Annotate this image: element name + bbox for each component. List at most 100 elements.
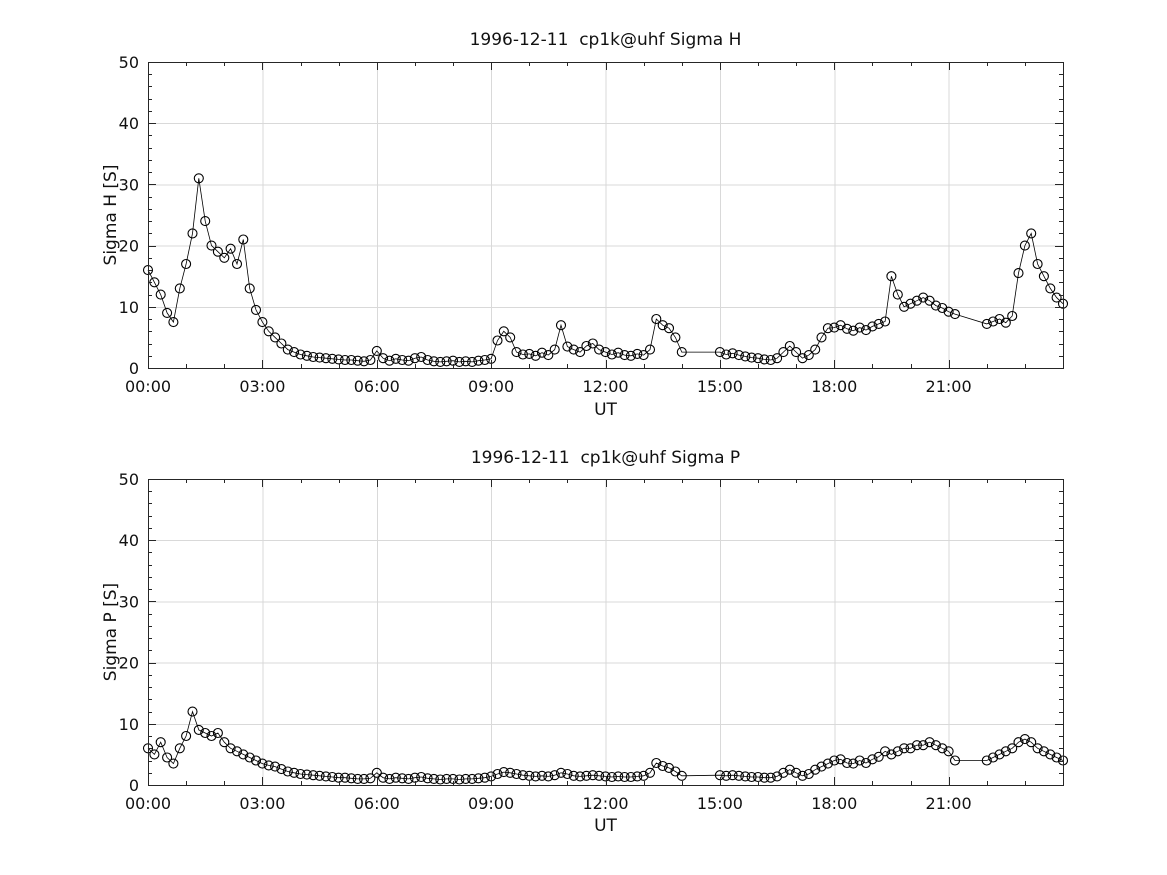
data-point	[841, 757, 853, 769]
data-point	[327, 353, 338, 364]
data-point	[822, 323, 833, 334]
data-point	[778, 347, 789, 358]
data-point	[244, 283, 255, 294]
data-point	[555, 767, 567, 778]
data-point	[587, 338, 598, 349]
data-point	[454, 356, 465, 367]
data-point	[327, 771, 338, 783]
data-point	[848, 758, 859, 769]
data-point	[231, 746, 243, 757]
data-point	[428, 773, 439, 784]
data-point	[676, 347, 687, 358]
data-point	[1038, 271, 1049, 282]
data-point	[797, 353, 808, 364]
data-point	[930, 740, 941, 751]
data-point	[619, 350, 630, 361]
y-tick-label: 50	[119, 53, 139, 72]
data-point	[378, 772, 389, 783]
data-point	[867, 754, 878, 765]
data-point	[619, 771, 630, 783]
data-point	[346, 773, 357, 784]
data-point	[740, 771, 751, 782]
data-point	[765, 772, 776, 783]
data-point	[797, 770, 808, 781]
y-tick-label: 40	[119, 531, 139, 550]
data-point	[606, 349, 617, 360]
data-point	[162, 752, 173, 763]
chart1-xlabel: UT	[594, 400, 617, 420]
data-point	[568, 344, 579, 355]
data-point	[733, 350, 744, 361]
data-point	[498, 326, 509, 337]
x-tick-label: 12:00	[582, 377, 628, 396]
data-point	[276, 764, 287, 775]
data-point	[270, 761, 281, 772]
data-point	[562, 341, 573, 352]
data-point	[536, 770, 548, 781]
data-point	[352, 355, 363, 366]
data-point	[365, 354, 376, 366]
data-point	[505, 767, 516, 778]
y-tick-label: 20	[119, 237, 139, 256]
data-point	[320, 353, 331, 364]
data-point	[600, 347, 611, 358]
data-point	[1038, 746, 1049, 757]
data-point	[994, 749, 1005, 760]
x-tick-label: 15:00	[697, 377, 743, 396]
data-point	[581, 340, 592, 352]
data-point	[1019, 734, 1030, 745]
data-point	[1026, 737, 1037, 748]
data-point	[320, 771, 331, 782]
data-point	[555, 320, 567, 331]
data-point	[899, 301, 910, 312]
data-point	[193, 724, 204, 735]
tick-labels: 00:00 03:00 06:00 09:00 12:00 15:00 18:00 21:00…	[119, 470, 972, 813]
data-point	[1000, 317, 1011, 328]
data-point	[721, 349, 732, 360]
data-point	[282, 766, 293, 777]
data-point	[339, 772, 351, 783]
data-point	[441, 356, 452, 367]
x-tick-label: 18:00	[811, 794, 857, 813]
y-tick-label: 30	[119, 592, 139, 611]
data-point	[492, 335, 503, 346]
data-point	[930, 300, 941, 311]
chart-1: 00:00 03:00 06:00 09:00 12:00 15:00 18:00 21:00…	[119, 53, 1069, 396]
data-point	[784, 340, 795, 352]
data-point	[670, 332, 681, 343]
data-point	[822, 758, 833, 769]
data-point	[727, 770, 738, 781]
data-point	[390, 353, 401, 364]
data-point	[549, 344, 560, 355]
data-point	[632, 348, 643, 359]
data-line	[147, 178, 1064, 363]
data-point	[365, 773, 376, 784]
data-point	[371, 345, 382, 356]
data-point	[219, 252, 230, 263]
data-point	[384, 355, 395, 366]
data-point	[435, 356, 446, 367]
data-point	[409, 772, 420, 783]
x-tick-label: 12:00	[582, 794, 628, 813]
x-tick-label: 21:00	[926, 794, 972, 813]
data-point	[568, 770, 579, 781]
data-point	[1019, 240, 1030, 251]
data-point	[384, 773, 395, 784]
data-point	[187, 706, 198, 717]
data-point	[524, 770, 535, 781]
data-point	[562, 768, 573, 780]
data-point	[873, 751, 884, 762]
x-tick-label: 09:00	[468, 377, 514, 396]
chart2-title: 1996-12-11 cp1k@uhf Sigma P	[470, 448, 741, 468]
data-point	[575, 771, 586, 782]
tick-labels: 00:00 03:00 06:00 09:00 12:00 15:00 18:00 21:00…	[119, 53, 972, 396]
data-point	[492, 768, 503, 780]
data-point	[937, 743, 948, 754]
data-point	[759, 354, 770, 365]
data-point	[168, 317, 179, 328]
data-point	[949, 309, 961, 320]
data-point	[358, 356, 370, 367]
y-tick-label: 50	[119, 470, 139, 489]
grid	[148, 62, 1063, 368]
data-point	[530, 771, 541, 782]
